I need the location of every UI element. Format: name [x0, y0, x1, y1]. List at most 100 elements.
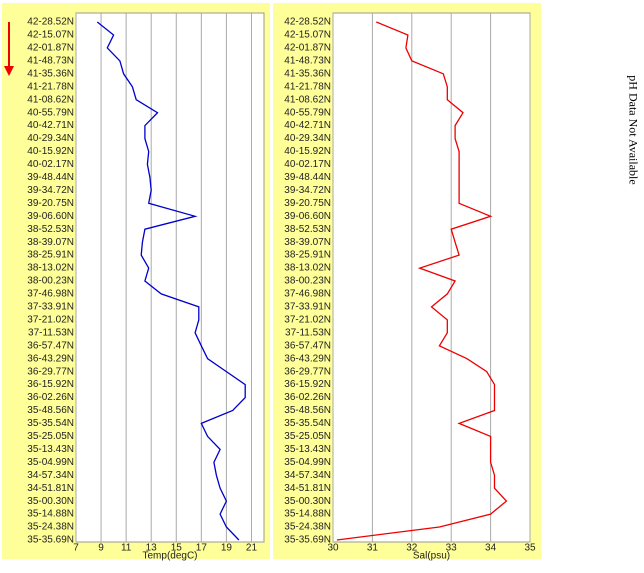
y-tick-label: 35-13.43N: [284, 444, 331, 455]
y-tick-label: 35-04.99N: [284, 457, 331, 468]
y-tick-label: 38-25.91N: [284, 250, 331, 261]
y-tick-label: 35-25.05N: [27, 431, 74, 442]
y-tick-label: 35-35.69N: [284, 535, 331, 546]
y-tick-label: 40-29.34N: [27, 133, 74, 144]
y-tick-label: 39-34.72N: [27, 185, 74, 196]
y-tick-label: 35-00.30N: [284, 496, 331, 507]
y-tick-label: 37-21.02N: [27, 314, 74, 325]
y-tick-label: 36-29.77N: [284, 366, 331, 377]
y-tick-label: 42-28.52N: [27, 17, 74, 28]
x-tick-label: 31: [367, 543, 379, 554]
x-tick-label: 11: [121, 543, 132, 554]
x-tick-label: 34: [485, 543, 497, 554]
y-tick-label: 39-06.60N: [284, 211, 331, 222]
y-tick-label: 41-48.73N: [284, 55, 331, 66]
y-tick-label: 38-39.07N: [284, 237, 331, 248]
plot-area: [332, 12, 531, 543]
y-tick-label: 38-52.53N: [27, 224, 74, 235]
y-tick-label: 35-24.38N: [27, 522, 74, 533]
y-tick-label: 42-28.52N: [284, 17, 331, 28]
side-note: pH Data Not Available: [626, 75, 640, 184]
y-tick-label: 37-11.53N: [28, 327, 74, 338]
y-tick-label: 40-42.71N: [27, 120, 74, 131]
x-tick-label: 17: [196, 543, 208, 554]
y-tick-label: 40-02.17N: [27, 159, 74, 170]
data-line: [336, 21, 508, 541]
x-tick-label: 33: [446, 543, 458, 554]
y-tick-label: 41-08.62N: [284, 94, 331, 105]
x-tick-label: 9: [98, 543, 104, 554]
y-tick-label: 36-43.29N: [284, 353, 331, 364]
y-tick-label: 38-00.23N: [284, 276, 331, 287]
y-tick-label: 35-13.43N: [27, 444, 74, 455]
y-tick-label: 38-13.02N: [27, 263, 74, 274]
y-tick-label: 42-01.87N: [27, 43, 74, 54]
y-tick-label: 35-24.38N: [284, 522, 331, 533]
y-tick-label: 35-14.88N: [284, 509, 331, 520]
y-tick-label: 35-35.69N: [27, 535, 74, 546]
x-tick-label: 13: [146, 543, 158, 554]
y-tick-label: 41-35.36N: [284, 68, 331, 79]
x-tick-label: 19: [221, 543, 233, 554]
y-tick-label: 40-42.71N: [284, 120, 331, 131]
y-tick-label: 37-33.91N: [27, 302, 74, 313]
y-tick-label: 40-15.92N: [27, 146, 74, 157]
y-tick-label: 40-15.92N: [284, 146, 331, 157]
y-tick-label: 41-21.78N: [284, 81, 331, 92]
y-tick-label: 39-06.60N: [27, 211, 74, 222]
y-tick-label: 41-21.78N: [27, 81, 74, 92]
arrow-head: [4, 66, 14, 76]
y-tick-label: 35-14.88N: [27, 509, 74, 520]
y-tick-label: 35-48.56N: [284, 405, 331, 416]
y-tick-label: 37-33.91N: [284, 302, 331, 313]
y-tick-label: 34-51.81N: [27, 483, 74, 494]
y-tick-label: 41-35.36N: [27, 68, 74, 79]
y-tick-label: 38-39.07N: [27, 237, 74, 248]
y-tick-label: 38-13.02N: [284, 263, 331, 274]
x-axis-label: Temp(degC): [142, 551, 197, 562]
x-tick-label: 35: [524, 543, 536, 554]
y-tick-label: 40-55.79N: [284, 107, 331, 118]
y-tick-label: 39-48.44N: [284, 172, 331, 183]
y-tick-label: 35-25.05N: [284, 431, 331, 442]
y-tick-label: 37-46.98N: [284, 289, 331, 300]
y-tick-label: 36-57.47N: [27, 340, 74, 351]
y-tick-label: 42-15.07N: [27, 30, 74, 41]
y-tick-label: 39-20.75N: [27, 198, 74, 209]
y-tick-label: 35-48.56N: [27, 405, 74, 416]
y-tick-label: 36-43.29N: [27, 353, 74, 364]
y-tick-label: 36-15.92N: [27, 379, 74, 390]
y-tick-label: 36-02.26N: [284, 392, 331, 403]
x-axis-label: Sal(psu): [413, 551, 450, 562]
y-tick-label: 35-00.30N: [27, 496, 74, 507]
y-tick-label: 36-02.26N: [27, 392, 74, 403]
y-tick-label: 39-20.75N: [284, 198, 331, 209]
y-tick-label: 34-51.81N: [284, 483, 331, 494]
y-tick-label: 42-15.07N: [284, 30, 331, 41]
y-tick-label: 36-15.92N: [284, 379, 331, 390]
y-tick-label: 40-55.79N: [27, 107, 74, 118]
x-tick-label: 21: [246, 543, 258, 554]
data-line: [96, 21, 246, 541]
x-tick-label: 30: [327, 543, 339, 554]
y-tick-label: 39-34.72N: [284, 185, 331, 196]
y-tick-label: 38-52.53N: [284, 224, 331, 235]
x-tick-label: 15: [171, 543, 183, 554]
y-tick-label: 37-46.98N: [27, 289, 74, 300]
y-tick-label: 40-29.34N: [284, 133, 331, 144]
y-tick-label: 38-00.23N: [27, 276, 74, 287]
plot-area: [75, 12, 265, 543]
y-tick-label: 35-35.54N: [27, 418, 74, 429]
y-tick-label: 34-57.34N: [27, 470, 74, 481]
x-tick-label: 32: [406, 543, 418, 554]
y-tick-label: 41-48.73N: [27, 55, 74, 66]
y-tick-label: 37-21.02N: [284, 314, 331, 325]
y-tick-label: 35-04.99N: [27, 457, 74, 468]
y-tick-label: 37-11.53N: [285, 327, 331, 338]
y-tick-label: 36-57.47N: [284, 340, 331, 351]
y-tick-label: 35-35.54N: [284, 418, 331, 429]
y-tick-label: 40-02.17N: [284, 159, 331, 170]
y-tick-label: 38-25.91N: [27, 250, 74, 261]
